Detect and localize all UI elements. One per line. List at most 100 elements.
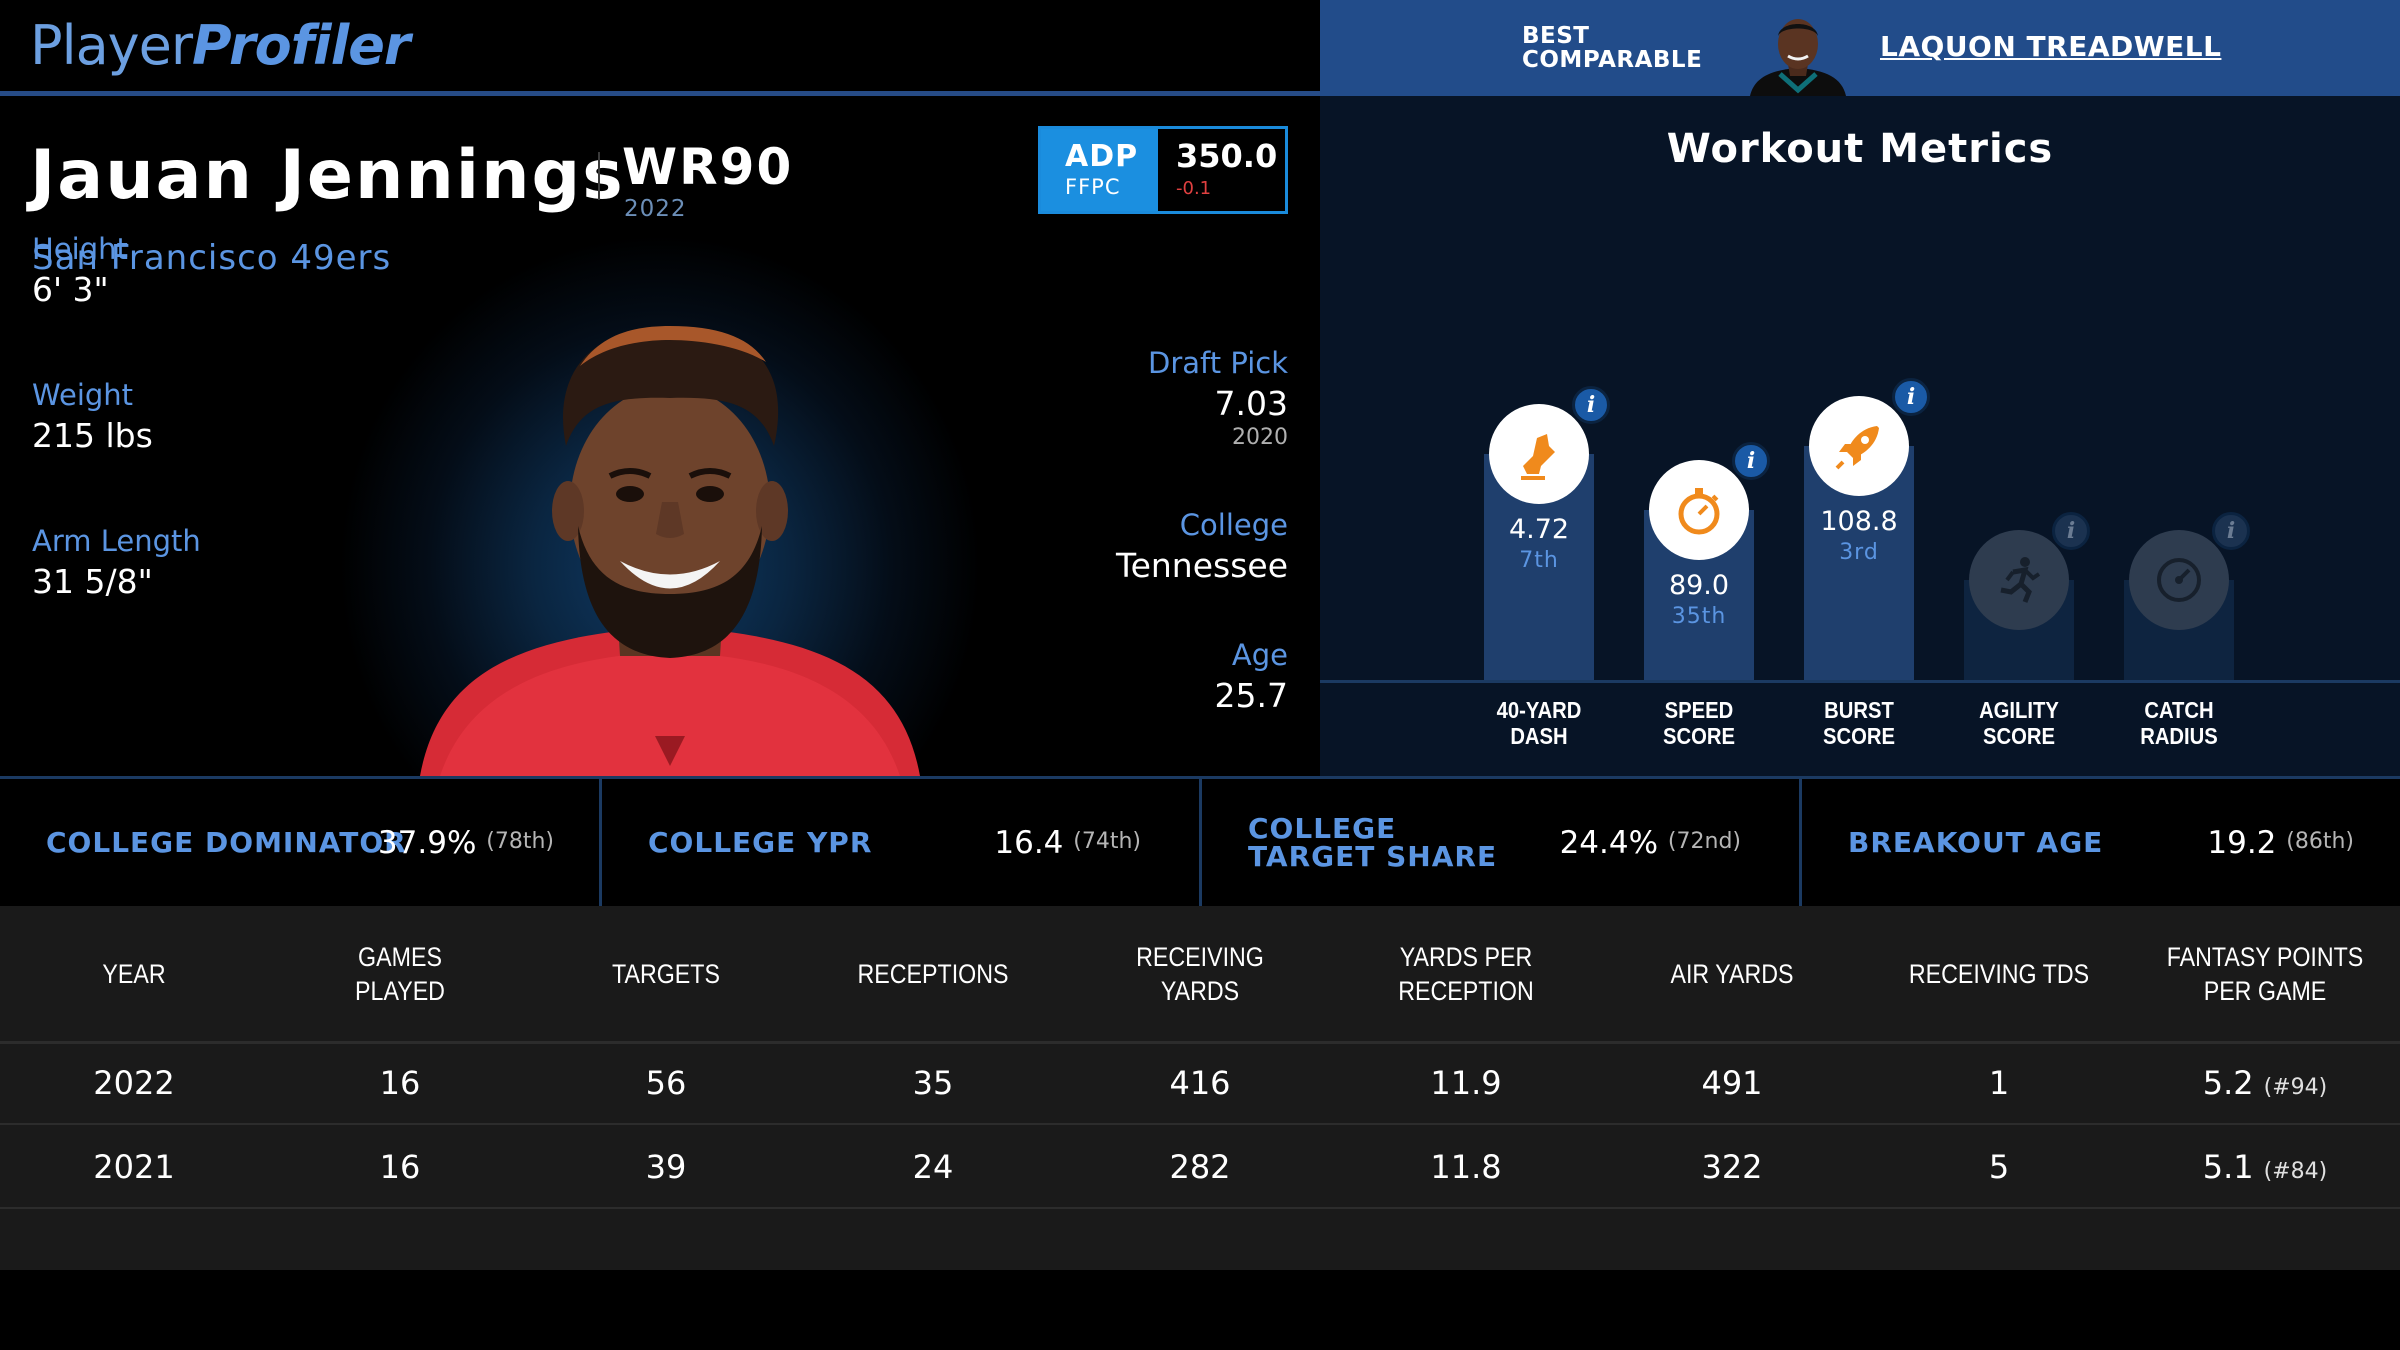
fppg-value: 5.1 (2202, 1148, 2254, 1186)
metric-burst-score[interactable]: i 108.8 3rd BURST SCORE (1784, 0, 1944, 776)
stopwatch-icon (1649, 460, 1749, 560)
college-stat-number: 24.4% (1559, 824, 1659, 861)
age-label: Age (1231, 638, 1288, 672)
table-cell: 5 (1988, 1148, 2010, 1186)
runner-icon (1969, 530, 2069, 630)
metric-value: 89.0 (1668, 570, 1730, 601)
logo-text-profiler: Profiler (192, 14, 410, 77)
comparable-player-link[interactable]: LAQUON TREADWELL (1880, 30, 2222, 63)
college-stat-number: 16.4 (994, 824, 1064, 861)
college-stat-rank: (78th) (486, 828, 554, 854)
age-stat: Age 25.7 (1215, 638, 1288, 715)
arm-length-label: Arm Length (32, 524, 201, 558)
college-stat-rank: (72nd) (1667, 828, 1741, 854)
table-cell: 11.9 (1430, 1064, 1502, 1102)
college-value: Tennessee (1116, 546, 1288, 585)
college-stat-value: 16.4 (74th) (994, 825, 1141, 861)
info-icon[interactable]: i (1732, 442, 1770, 480)
table-row: 2022 16 56 35 416 11.9 491 1 5.2 (#94) (0, 1043, 2400, 1125)
gauge-icon (2129, 530, 2229, 630)
column-header[interactable]: TARGETS (612, 958, 720, 989)
info-icon[interactable]: i (2052, 512, 2090, 550)
rocket-icon (1809, 396, 1909, 496)
fppg-rank: (#94) (2263, 1075, 2328, 1100)
metric-label-line2: SCORE (1823, 723, 1895, 749)
table-cell: 2022 (93, 1064, 175, 1102)
adp-box: ADP FFPC 350.0 -0.1 (1038, 126, 1288, 214)
metric-agility-score[interactable]: i AGILITY SCORE (1944, 0, 2104, 776)
row-divider (0, 1043, 2400, 1044)
metric-value: 4.72 (1508, 514, 1570, 545)
college-dominator[interactable]: COLLEGE DOMINATOR 37.9% (78th) (0, 779, 600, 906)
college-target-share[interactable]: COLLEGE TARGET SHARE 24.4% (72nd) (1199, 779, 1799, 906)
season-stats-table: YEAR GAMES PLAYED TARGETS RECEPTIONS REC… (0, 906, 2400, 1270)
info-icon[interactable]: i (2212, 512, 2250, 550)
arm-length-stat: Arm Length 31 5/8" (32, 524, 201, 601)
metric-speed-score[interactable]: i 89.0 35th SPEED SCORE (1624, 0, 1784, 776)
college-stat-value: 19.2 (86th) (2207, 825, 2354, 861)
college-stat-label: BREAKOUT AGE (1848, 825, 2104, 859)
metric-label-line2: RADIUS (2140, 723, 2218, 749)
column-header[interactable]: YARDS PER RECEPTION (1398, 941, 1534, 1006)
table-cell: 24 (912, 1148, 954, 1186)
column-header[interactable]: RECEIVING TDS (1908, 958, 2090, 989)
best-comparable-line1: BEST (1522, 23, 1590, 49)
table-header: YEAR GAMES PLAYED TARGETS RECEPTIONS REC… (0, 906, 2400, 1043)
height-value: 6' 3" (32, 270, 109, 309)
column-header[interactable]: AIR YARDS (1670, 958, 1794, 989)
position-rank: WR90 (622, 138, 794, 196)
logo-text-player: Player (30, 14, 193, 77)
college-label: College (1179, 508, 1288, 542)
adp-value: 350.0 (1176, 137, 1278, 175)
college-stat-number: 37.9% (377, 824, 477, 861)
info-icon[interactable]: i (1892, 378, 1930, 416)
arm-length-value: 31 5/8" (32, 562, 153, 601)
table-cell: 5.2 (#94) (2140, 1064, 2390, 1102)
college-stat-number: 19.2 (2207, 824, 2277, 861)
fppg-rank: (#84) (2263, 1159, 2328, 1184)
metric-label: CATCH RADIUS (2104, 697, 2254, 749)
metric-label-line2: SCORE (1983, 723, 2055, 749)
column-header[interactable]: FANTASY POINTS PER GAME (2166, 941, 2364, 1006)
weight-value: 215 lbs (32, 416, 153, 455)
college-stat-value: 24.4% (72nd) (1560, 825, 1741, 861)
column-header[interactable]: RECEPTIONS (857, 958, 1009, 989)
adp-label: ADP (1065, 139, 1139, 174)
player-profile-panel: Jauan Jennings WR90 2022 San Francisco 4… (0, 96, 1320, 776)
metric-40-yard-dash[interactable]: i 4.72 7th 40-YARD DASH (1464, 0, 1624, 776)
player-headshot (420, 326, 920, 776)
column-header[interactable]: YEAR (102, 958, 166, 989)
table-cell: 2021 (93, 1148, 175, 1186)
best-comparable-bar (1320, 0, 2400, 96)
player-team[interactable]: San Francisco 49ers (32, 238, 392, 278)
college-stats-row: COLLEGE DOMINATOR 37.9% (78th) COLLEGE Y… (0, 776, 2400, 906)
workout-metrics-title: Workout Metrics (1666, 126, 2054, 172)
metric-catch-radius[interactable]: i CATCH RADIUS (2104, 0, 2264, 776)
table-cell: 56 (645, 1064, 687, 1102)
table-cell: 16 (379, 1148, 421, 1186)
college-ypr[interactable]: COLLEGE YPR 16.4 (74th) (599, 779, 1199, 906)
column-header[interactable]: GAMES PLAYED (355, 941, 445, 1006)
weight-label: Weight (32, 378, 134, 412)
table-cell: 5.1 (#84) (2140, 1148, 2390, 1186)
metric-rank: 7th (1519, 548, 1559, 573)
metric-label: 40-YARD DASH (1464, 697, 1614, 749)
college-stat-value: 37.9% (78th) (378, 825, 554, 861)
breakout-age[interactable]: BREAKOUT AGE 19.2 (86th) (1799, 779, 2399, 906)
table-row: 2021 16 39 24 282 11.8 322 5 5.1 (#84) (0, 1127, 2400, 1209)
column-header[interactable]: RECEIVING YARDS (1136, 941, 1264, 1006)
metric-label: SPEED SCORE (1624, 697, 1774, 749)
college-stat-label: COLLEGE DOMINATOR (46, 825, 407, 859)
metric-label-line2: SCORE (1663, 723, 1735, 749)
site-logo[interactable]: PlayerProfiler (30, 14, 410, 77)
info-icon[interactable]: i (1572, 386, 1610, 424)
age-value: 25.7 (1214, 676, 1288, 715)
table-cell: 11.8 (1430, 1148, 1502, 1186)
comparable-player-avatar[interactable] (1740, 12, 1856, 96)
height-label: Height (32, 232, 128, 266)
draft-pick-block: Draft Pick 7.03 2020 (1148, 346, 1288, 450)
metric-rank: 35th (1671, 604, 1727, 629)
table-cell: 322 (1701, 1148, 1763, 1186)
metric-value: 108.8 (1820, 506, 1898, 537)
best-comparable-line2: COMPARABLE (1522, 47, 1703, 73)
